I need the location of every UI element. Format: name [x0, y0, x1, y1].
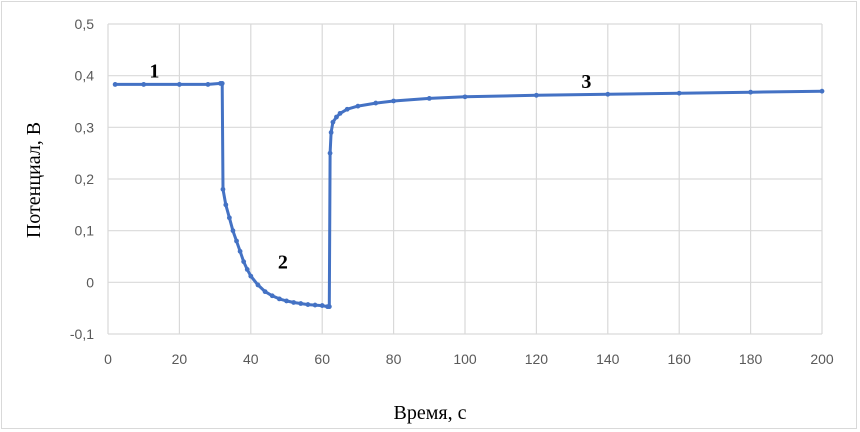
data-point [226, 215, 232, 221]
data-point [276, 296, 282, 302]
x-tick-label: 180 [739, 351, 763, 367]
x-tick-label: 120 [525, 351, 549, 367]
data-point [269, 293, 275, 299]
data-point [534, 92, 539, 98]
y-tick-label: 0,3 [75, 119, 95, 135]
data-point [391, 98, 396, 104]
data-point [291, 300, 297, 305]
x-tick-label: 80 [386, 351, 402, 367]
x-tick-label: 0 [104, 351, 112, 367]
data-point [141, 82, 147, 87]
data-point [237, 248, 243, 254]
data-point [177, 82, 182, 87]
x-tick-label: 140 [596, 351, 620, 367]
data-point [355, 103, 361, 109]
x-tick-label: 200 [810, 351, 834, 367]
data-point [312, 302, 318, 308]
x-axis-title: Время, с [394, 402, 467, 424]
data-point [330, 119, 336, 125]
data-point [112, 82, 118, 87]
data-point [605, 91, 611, 97]
data-point [298, 301, 304, 306]
series-line [113, 81, 824, 309]
data-point [748, 89, 753, 95]
x-axis-ticks: 0 20 40 60 80 100 120 140 160 180 200 [104, 351, 834, 367]
x-tick-label: 160 [668, 351, 692, 367]
data-point [248, 273, 254, 279]
data-series [112, 81, 825, 310]
data-point [676, 90, 682, 96]
data-point [205, 82, 211, 87]
y-tick-label: 0,4 [75, 68, 95, 84]
y-tick-label: -0,1 [70, 326, 94, 342]
y-tick-label: 0,5 [75, 16, 95, 32]
curve-annotations: 1 2 3 [149, 61, 591, 274]
data-point [334, 114, 339, 120]
data-point [326, 304, 332, 310]
x-tick-label: 60 [314, 351, 330, 367]
data-point [223, 202, 229, 208]
data-point [328, 130, 334, 135]
y-tick-label: 0 [86, 274, 94, 290]
data-point [819, 88, 825, 94]
x-tick-label: 20 [172, 351, 188, 367]
data-point [219, 81, 225, 86]
data-point [230, 228, 236, 234]
gridlines [107, 23, 823, 335]
y-tick-label: 0,2 [75, 171, 95, 187]
data-point [426, 96, 432, 101]
curve-label: 1 [149, 61, 159, 83]
data-point [284, 298, 289, 304]
data-point [255, 282, 261, 288]
data-point [305, 302, 311, 307]
x-tick-label: 100 [453, 351, 477, 367]
data-point [241, 259, 247, 265]
y-tick-label: 0,1 [75, 223, 95, 239]
y-axis-ticks: -0,1 0 0,1 0,2 0,3 0,4 0,5 [70, 16, 94, 342]
x-tick-label: 40 [243, 351, 259, 367]
data-point [244, 267, 250, 272]
data-point [337, 110, 343, 116]
data-point [373, 100, 379, 106]
curve-label: 3 [581, 71, 591, 93]
y-axis-title: Потенциал, В [23, 122, 45, 238]
curve-label: 2 [278, 252, 288, 274]
data-point [327, 150, 333, 156]
data-point [262, 289, 268, 295]
data-point [462, 94, 468, 100]
data-point [234, 238, 239, 244]
data-point [344, 106, 350, 112]
data-point [220, 186, 226, 192]
data-point [319, 303, 325, 308]
